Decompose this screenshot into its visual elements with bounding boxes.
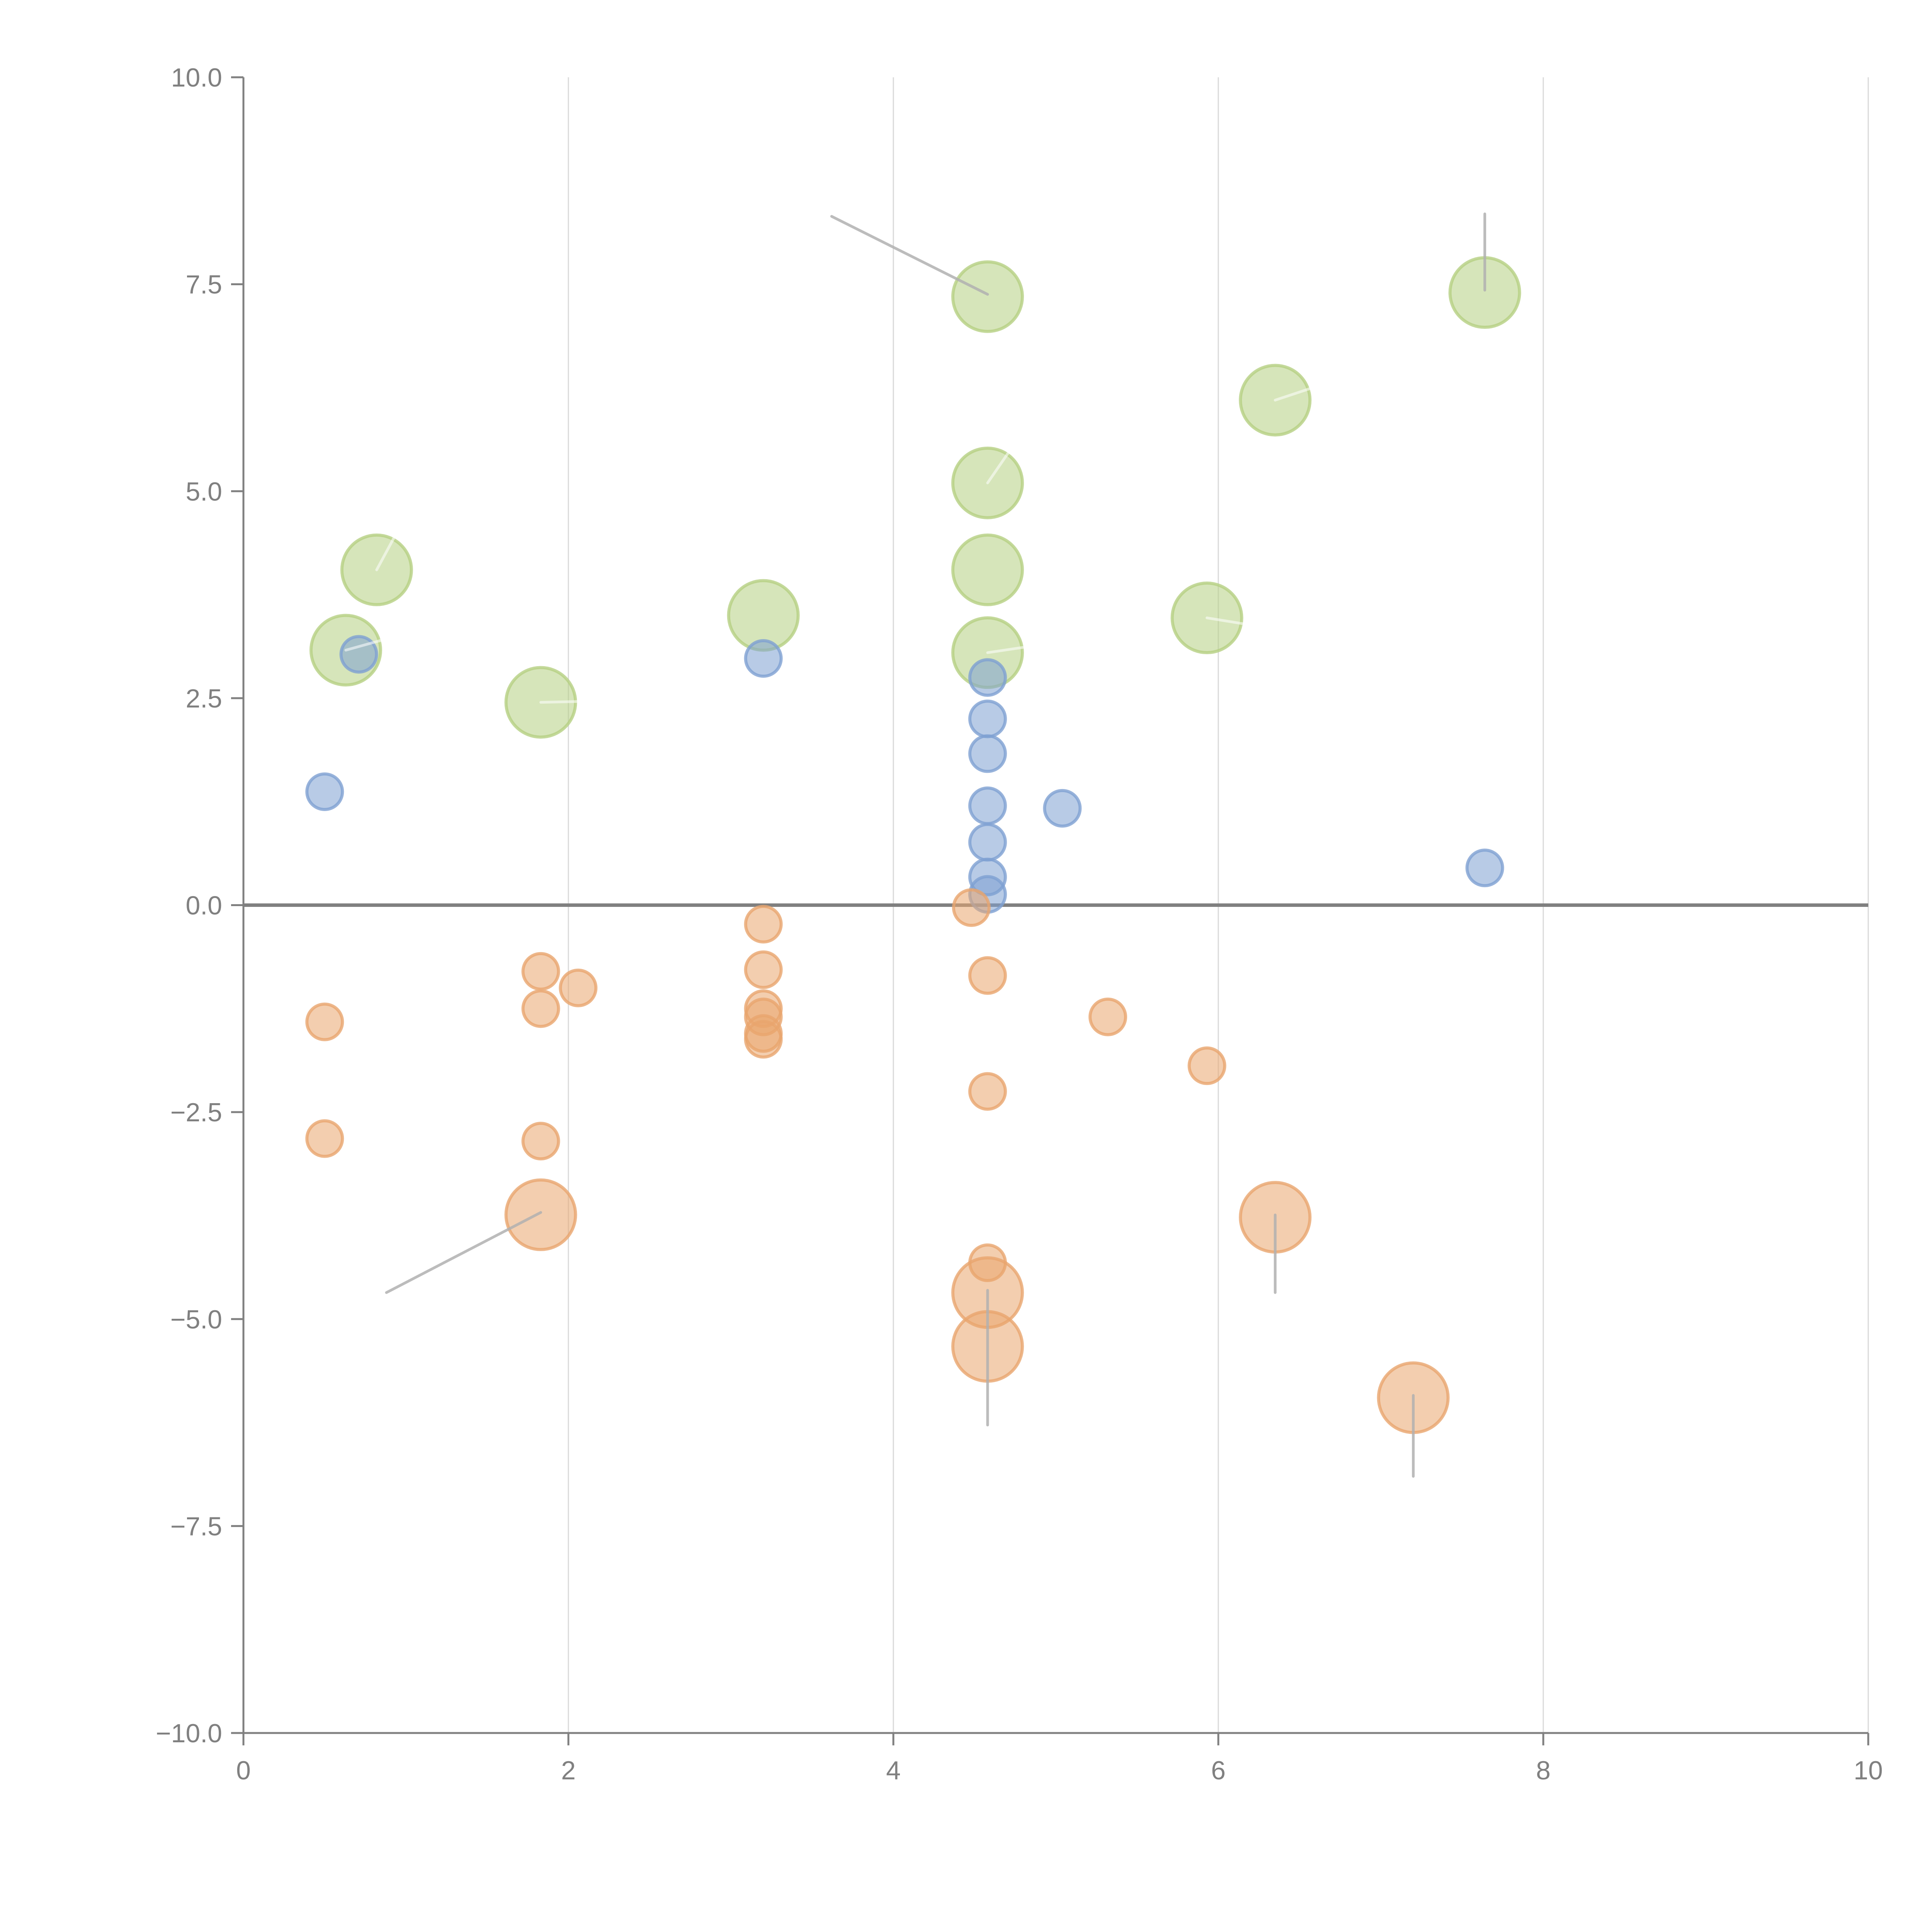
data-point-orange: [968, 956, 1007, 995]
data-point-orange-large: [504, 1178, 577, 1251]
annotation-leader-line: [385, 1211, 543, 1294]
data-point-orange: [521, 989, 560, 1028]
x-tick-label: 8: [1536, 1756, 1551, 1785]
y-tick-label: 5.0: [185, 477, 222, 506]
data-point-orange: [744, 950, 783, 989]
data-point-orange: [1088, 997, 1128, 1036]
annotation-leader-line: [986, 645, 1028, 654]
x-tick-label: 0: [236, 1756, 251, 1785]
data-point-orange: [968, 1072, 1007, 1111]
annotation-leader-line: [1274, 386, 1314, 402]
annotation-leader-line: [539, 700, 580, 704]
data-point-orange: [559, 968, 598, 1007]
data-point-orange: [744, 905, 783, 944]
data-point-blue: [968, 734, 1007, 773]
annotation-leader-line: [344, 639, 383, 652]
y-tick-label: 7.5: [185, 270, 222, 299]
data-point-blue: [744, 639, 783, 678]
y-tick-label: −5.0: [170, 1305, 222, 1334]
data-point-orange: [305, 1119, 344, 1158]
annotation-leader-line: [986, 448, 1012, 485]
annotation-leader-line: [830, 215, 989, 296]
y-tick-label: −7.5: [170, 1512, 222, 1541]
y-tick-label: 2.5: [185, 684, 222, 713]
data-point-orange: [521, 1122, 560, 1161]
x-tick-label: 6: [1211, 1756, 1226, 1785]
x-axis-ticks: 0 2 4 6 8 10: [236, 1733, 1883, 1785]
annotation-leader-line: [375, 535, 396, 571]
y-tick-label: 10.0: [171, 63, 222, 92]
data-point-green: [951, 533, 1024, 606]
x-tick-label: 10: [1854, 1756, 1883, 1785]
y-tick-label: 0.0: [185, 891, 222, 920]
data-point-orange: [744, 1020, 783, 1059]
annotation-leader-line: [1206, 616, 1244, 625]
x-tick-label: 2: [561, 1756, 576, 1785]
data-point-blue: [968, 823, 1007, 862]
data-point-blue: [968, 699, 1007, 738]
y-axis-ticks: 10.0 7.5 5.0 2.5 0.0 −2.5 −5.0 −7.5 −10.0: [156, 63, 243, 1748]
data-point-orange: [1187, 1046, 1226, 1085]
annotation-label: A: [1320, 361, 1351, 413]
annotation-label: A: [1034, 621, 1065, 672]
data-points: [305, 256, 1521, 1434]
data-point-blue: [1465, 849, 1504, 888]
x-tick-label: 4: [886, 1756, 901, 1785]
data-point-orange: [521, 952, 560, 991]
data-point-blue: [968, 658, 1007, 697]
data-point-orange: [305, 1002, 344, 1041]
y-tick-label: −10.0: [156, 1719, 222, 1748]
annotations: C A A: [344, 213, 1486, 1478]
data-point-blue: [968, 786, 1007, 825]
data-point-blue: [305, 772, 344, 811]
data-point-orange: [952, 888, 991, 927]
data-point-blue: [1043, 789, 1082, 828]
y-tick-label: −2.5: [170, 1098, 222, 1127]
data-point-green: [951, 260, 1024, 333]
annotation-label: C: [995, 1399, 1029, 1451]
